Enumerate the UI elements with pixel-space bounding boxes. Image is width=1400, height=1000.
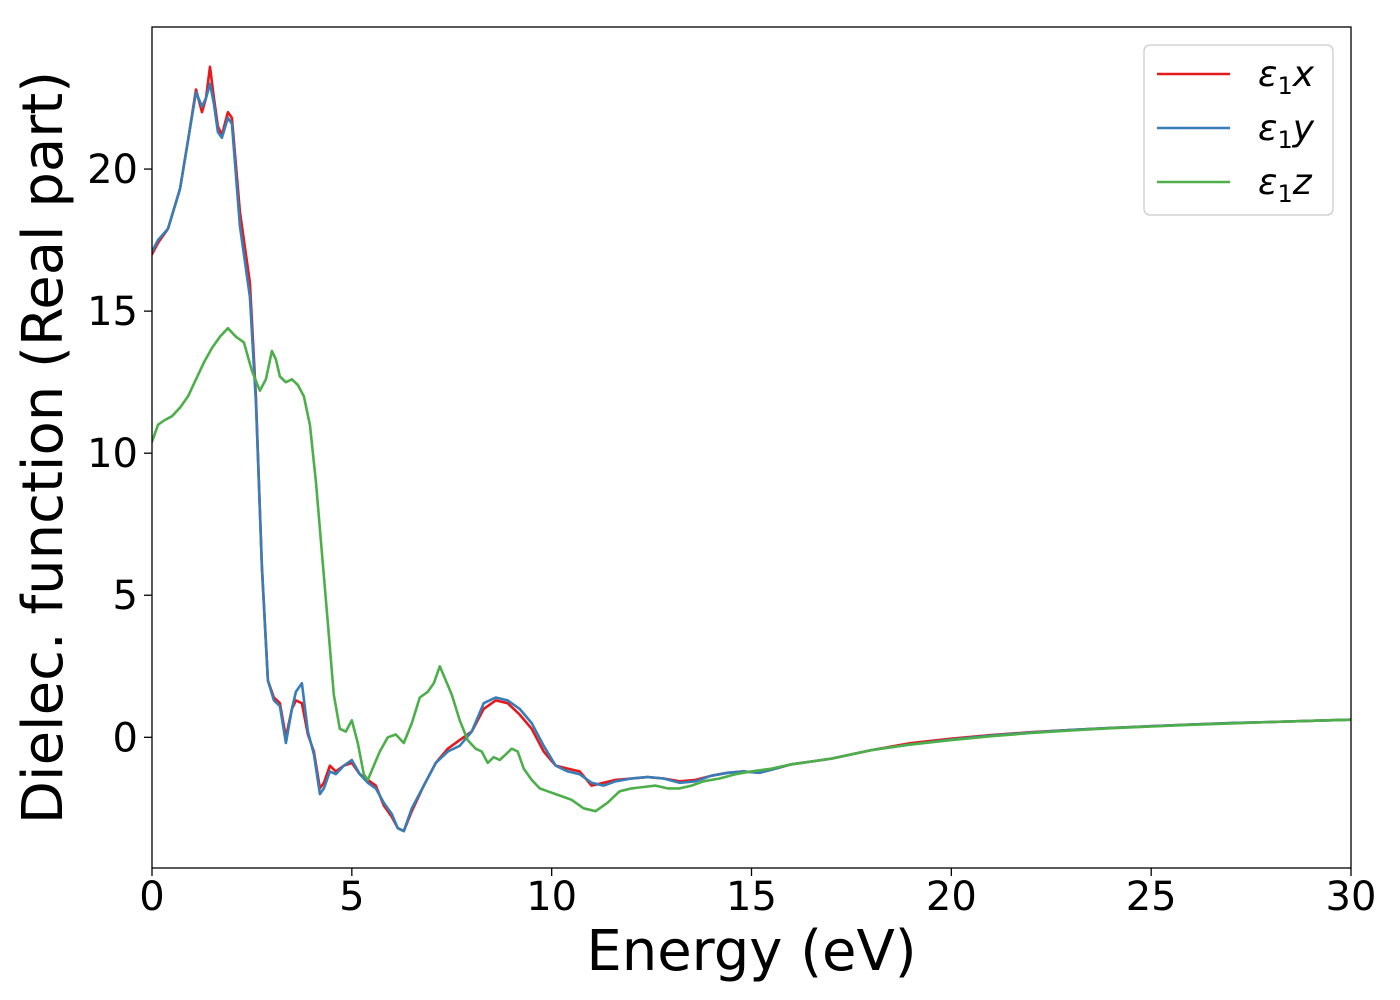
x-tick-label: 25 (1126, 874, 1177, 920)
series-line-z (152, 326, 1351, 813)
y-tick-label: 20 (87, 147, 138, 193)
y-tick-label: 0 (113, 715, 138, 761)
legend-entry-label: ε1y (1258, 108, 1315, 154)
x-axis-ticks: 0 5 10 15 20 25 30 (139, 868, 1376, 920)
x-tick-label: 10 (526, 874, 577, 920)
legend-entry-label: ε1x (1258, 54, 1315, 100)
legend-box (1143, 44, 1334, 216)
y-axis-label: Dielec. function (Real part) (11, 71, 76, 824)
y-tick-label: 5 (113, 573, 138, 619)
x-tick-label: 15 (726, 874, 777, 920)
y-axis-ticks: 0 5 10 15 20 (87, 147, 152, 761)
x-tick-label: 0 (139, 874, 164, 920)
plot-lines (152, 65, 1351, 833)
y-tick-label: 10 (87, 431, 138, 477)
legend: ε1x ε1y ε1z (1143, 44, 1334, 216)
legend-entry-label: ε1z (1258, 162, 1313, 208)
x-tick-label: 5 (339, 874, 364, 920)
x-tick-label: 30 (1326, 874, 1377, 920)
x-tick-label: 20 (926, 874, 977, 920)
x-axis-label: Energy (eV) (586, 919, 916, 984)
y-tick-label: 15 (87, 289, 138, 335)
